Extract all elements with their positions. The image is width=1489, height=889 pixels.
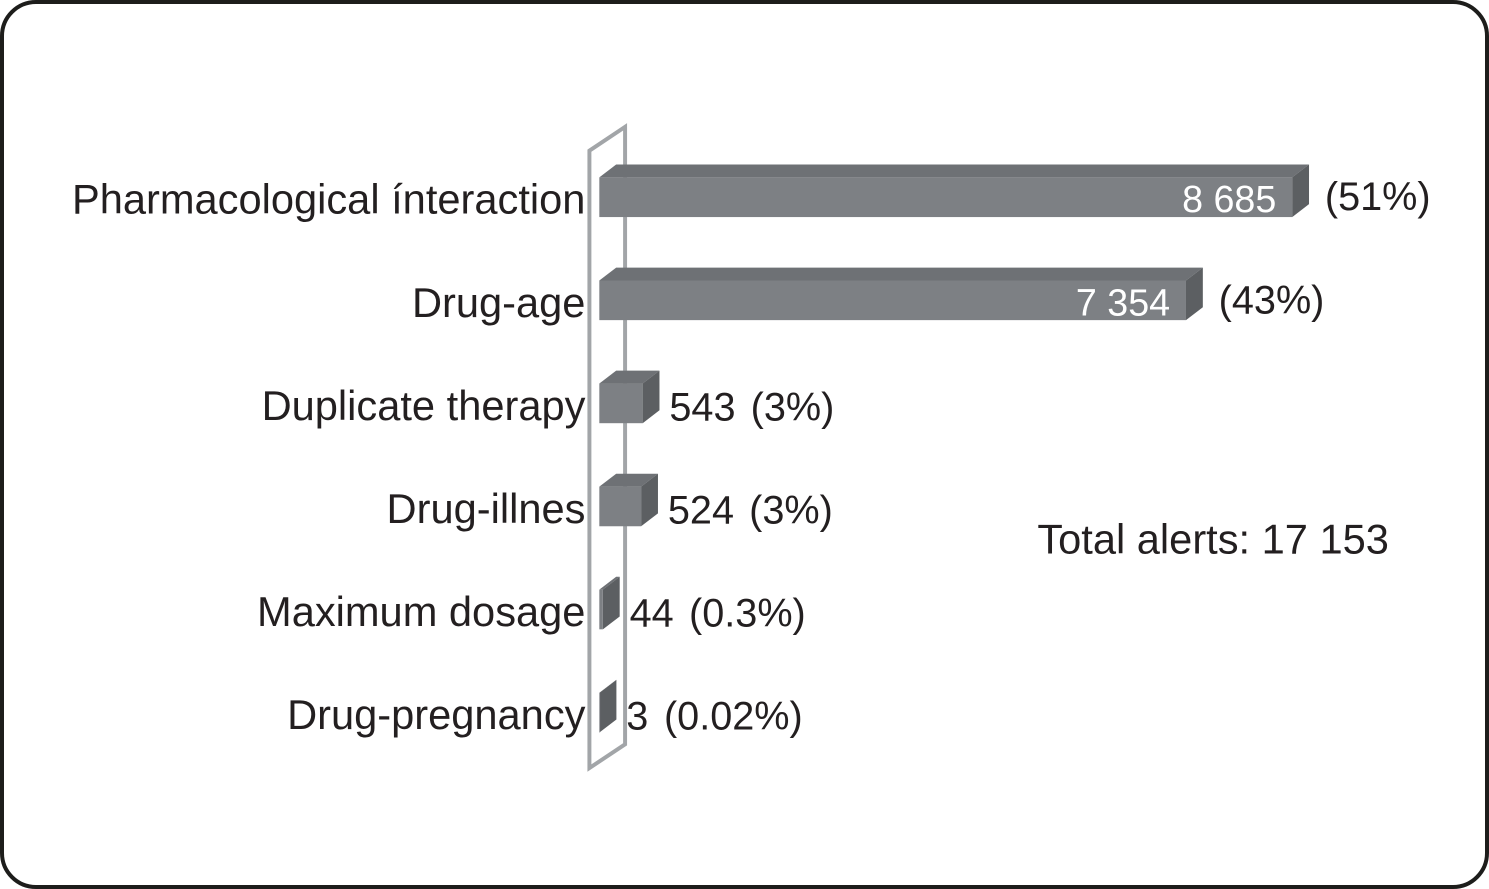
- bar-end-face: [641, 473, 658, 527]
- category-label: Maximum dosage: [257, 588, 585, 635]
- bar-front-face: [599, 280, 1186, 321]
- bar-row: Drug-pregnancy 3 (0.02%): [287, 679, 803, 739]
- alerts-bar-chart: Pharmacological ínteraction 8 685 (51%) Dru…: [72, 123, 1431, 772]
- category-label: Drug-pregnancy: [287, 691, 586, 738]
- percent-label: (3%): [749, 488, 833, 532]
- bar-row: Maximum dosage 44 (0.3%): [257, 576, 806, 635]
- bar-top-face: [599, 473, 658, 487]
- value-label: 524: [668, 488, 734, 532]
- bar-end-face: [602, 576, 620, 630]
- percent-label: (0.3%): [689, 591, 806, 635]
- value-label: 7 354: [1076, 281, 1170, 323]
- percent-label: (3%): [751, 385, 835, 429]
- bar-end-face: [1185, 267, 1203, 321]
- bar-top-face: [599, 164, 1310, 178]
- category-label: Duplicate therapy: [262, 382, 586, 429]
- bar-top-face: [599, 576, 620, 590]
- value-label: 3: [626, 695, 648, 739]
- bar-row: Duplicate therapy 543 (3%): [262, 370, 835, 429]
- bar-front-face: [599, 383, 643, 424]
- total-alerts-annotation: Total alerts: 17 153: [1037, 516, 1389, 563]
- category-label: Drug-illnes: [387, 485, 586, 532]
- bar-top-face: [599, 679, 617, 693]
- bar-row: Drug-age 7 354 (43%): [412, 267, 1325, 326]
- category-label: Pharmacological ínteraction: [72, 176, 585, 223]
- value-label: 8 685: [1182, 178, 1276, 220]
- bar-end-face: [642, 370, 660, 424]
- bar-front-face: [599, 486, 642, 527]
- value-label: 543: [669, 385, 735, 429]
- bar-end-face: [1292, 164, 1310, 218]
- bar-row: Pharmacological ínteraction 8 685 (51%): [72, 164, 1431, 223]
- bar-row: Drug-illnes 524 (3%): [387, 473, 833, 532]
- bar-end-face: [599, 679, 617, 733]
- percent-label: (51%): [1325, 175, 1431, 219]
- category-label: Drug-age: [412, 279, 585, 326]
- percent-label: (43%): [1219, 278, 1325, 322]
- bar-front-face: [599, 589, 603, 630]
- bar-top-face: [599, 370, 660, 384]
- bar-top-face: [599, 267, 1203, 281]
- percent-label: (0.02%): [664, 695, 803, 739]
- axis-wall: [587, 123, 628, 772]
- bar-front-face: [599, 692, 601, 733]
- value-label: 44: [630, 591, 674, 635]
- bar-front-face: [599, 177, 1293, 218]
